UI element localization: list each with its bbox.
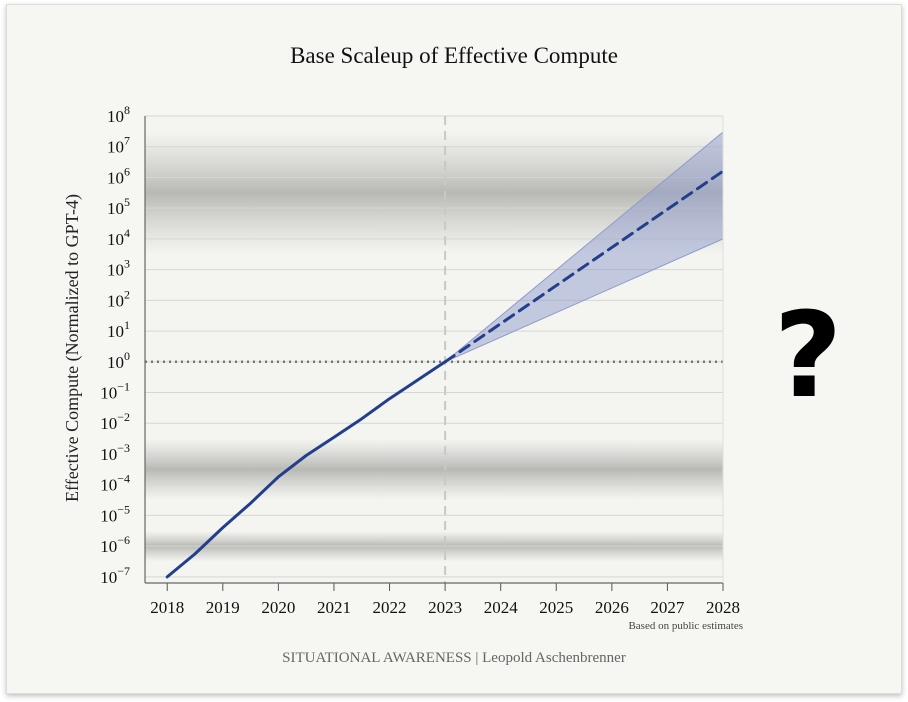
x-tick-label: 2019 [206,598,240,617]
y-tick-label: 101 [107,318,130,341]
x-tick-label: 2028 [706,598,740,617]
y-tick-label: 10−5 [100,502,130,525]
x-tick-label: 2026 [595,598,629,617]
y-axis-title: Effective Compute (Normalized to GPT-4) [62,194,83,502]
source-note: Based on public estimates [628,620,743,632]
historical-line [165,360,447,579]
y-tick-label: 103 [107,257,130,280]
y-tick-label: 105 [107,195,130,218]
x-tick-label: 2022 [373,598,407,617]
x-tick-label: 2027 [650,598,685,617]
y-tick-label: 10−6 [100,533,130,556]
projection-line [443,169,725,364]
y-tick-label: 106 [107,164,130,187]
axes [144,116,724,591]
reference-lines [145,116,723,583]
y-tick-label: 10−4 [100,472,130,495]
x-tick-label: 2024 [484,598,519,617]
y-tick-label: 10−2 [100,410,130,433]
y-tick-label: 10−1 [100,380,130,403]
y-tick-label: 10−3 [100,441,130,464]
y-tick-label: 104 [107,226,130,249]
chart-title: Base Scaleup of Effective Compute [290,43,618,68]
x-tick-label: 2021 [317,598,351,617]
footer-credit: SITUATIONAL AWARENESS | Leopold Aschenbr… [282,650,626,666]
background-bands [145,116,723,583]
series-lines [165,169,725,579]
y-tick-label: 107 [107,134,130,157]
x-tick-label: 2020 [261,598,295,617]
y-tick-label: 108 [107,103,130,126]
y-tick-labels: 10−7 10−6 10−5 10−4 10−3 10−2 10−1 100 101 102 103… [100,103,130,587]
background-band-1 [145,438,723,501]
y-tick-label: 100 [107,349,130,372]
x-tick-label: 2025 [539,598,573,617]
x-tick-label: 2023 [428,598,462,617]
y-tick-label: 102 [107,287,130,310]
x-tick-labels: 2018 2019 2020 2021 2022 2023 2024 2025 2026 2027… [150,598,740,617]
question-mark: ? [773,286,843,424]
x-tick-label: 2018 [150,598,184,617]
y-tick-label: 10−7 [100,564,130,587]
